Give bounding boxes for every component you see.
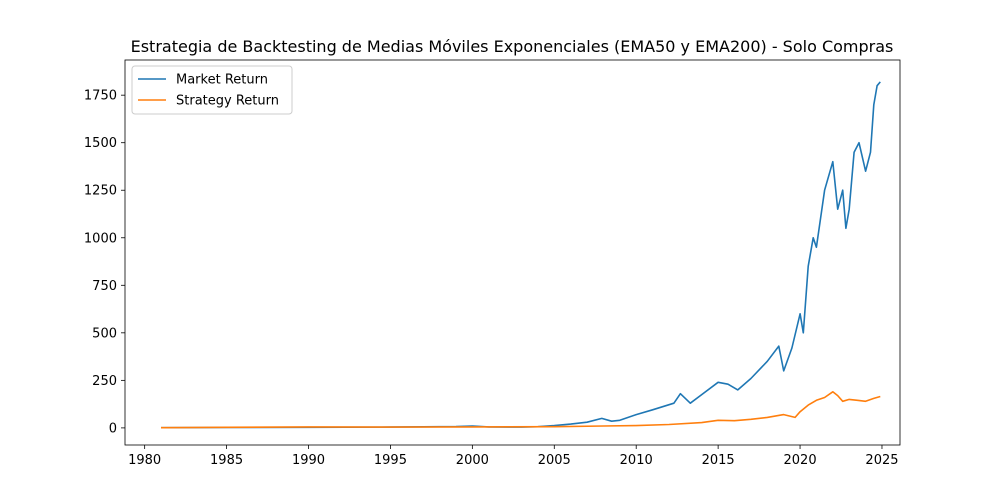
- x-tick-label: 2005: [538, 453, 571, 468]
- x-tick-label: 2020: [784, 453, 817, 468]
- x-tick-label: 2010: [620, 453, 653, 468]
- axes-frame: [124, 59, 901, 446]
- plot-area: [160, 81, 881, 429]
- x-tick-label: 2015: [702, 453, 735, 468]
- y-tick-label: 500: [92, 326, 117, 341]
- series-line-strategy-return: [160, 391, 881, 429]
- y-tick-label: 1250: [84, 184, 117, 199]
- y-tick-label: 0: [109, 421, 117, 436]
- x-tick-label: 2025: [865, 453, 898, 468]
- y-tick-label: 1000: [84, 231, 117, 246]
- legend: Market Return Strategy Return: [131, 65, 293, 115]
- x-axis: 1980 1985 1990 1995 2000 2005 2010 2015 2020 2025: [128, 445, 899, 468]
- x-tick-label: 1990: [292, 453, 325, 468]
- legend-label: Market Return: [176, 73, 268, 88]
- x-tick-label: 2000: [456, 453, 489, 468]
- legend-label: Strategy Return: [176, 94, 279, 109]
- y-tick-label: 750: [92, 279, 117, 294]
- legend-box: [131, 65, 293, 115]
- y-tick-label: 250: [92, 374, 117, 389]
- y-tick-label: 1500: [84, 136, 117, 151]
- y-tick-label: 1750: [84, 89, 117, 104]
- x-tick-label: 1985: [210, 453, 243, 468]
- x-tick-label: 1980: [128, 453, 161, 468]
- y-axis: 0 250 500 750 1000 1250 1500 1750: [84, 89, 125, 436]
- chart-title: Estrategia de Backtesting de Medias Móvi…: [131, 37, 894, 56]
- x-tick-label: 1995: [374, 453, 407, 468]
